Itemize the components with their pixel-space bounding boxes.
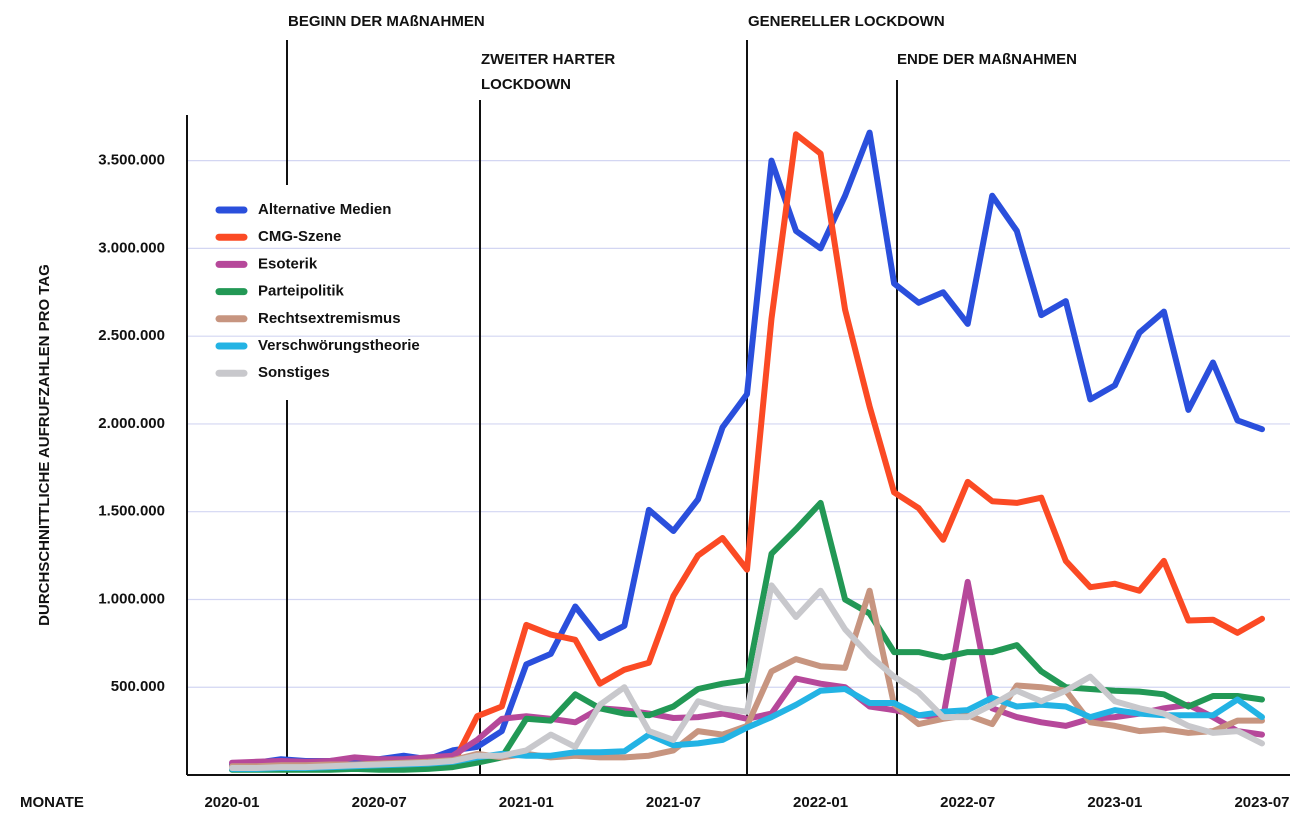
series-line bbox=[229, 582, 1265, 771]
x-tick-label: 2020-01 bbox=[204, 794, 259, 811]
x-axis-label: MONATE bbox=[20, 794, 84, 811]
legend-label: Alternative Medien bbox=[258, 201, 391, 218]
x-tick-label: 2023-01 bbox=[1087, 794, 1142, 811]
x-tick-label: 2023-07 bbox=[1234, 794, 1289, 811]
legend-label: Rechtsextremismus bbox=[258, 310, 401, 327]
legend-label: Parteipolitik bbox=[258, 283, 345, 300]
x-tick-label: 2021-07 bbox=[646, 794, 701, 811]
y-axis-label: DURCHSCHNITTLICHE AUFRUFZAHLEN PRO TAG bbox=[36, 264, 53, 626]
x-tick-label: 2022-01 bbox=[793, 794, 848, 811]
series-line bbox=[229, 499, 1265, 773]
annotation-text: BEGINN DER MAßNAHMEN bbox=[288, 13, 485, 30]
y-tick-label: 3.500.000 bbox=[98, 152, 165, 169]
y-tick-label: 1.500.000 bbox=[98, 503, 165, 520]
legend-label: Sonstiges bbox=[258, 364, 330, 381]
y-tick-label: 3.000.000 bbox=[98, 239, 165, 256]
y-tick-label: 500.000 bbox=[111, 678, 165, 695]
x-tick-label: 2021-01 bbox=[499, 794, 554, 811]
annotation-text: ENDE DER MAßNAHMEN bbox=[897, 51, 1077, 68]
y-tick-label: 2.000.000 bbox=[98, 415, 165, 432]
series-line bbox=[229, 129, 1265, 768]
y-tick-label: 2.500.000 bbox=[98, 327, 165, 344]
annotation-text: GENERELLER LOCKDOWN bbox=[748, 13, 945, 30]
y-tick-label: 1.000.000 bbox=[98, 590, 165, 607]
legend-label: Verschwörungstheorie bbox=[258, 337, 420, 354]
legend-label: CMG-Szene bbox=[258, 228, 341, 245]
legend-label: Esoterik bbox=[258, 255, 318, 272]
annotation-text: LOCKDOWN bbox=[481, 76, 571, 93]
x-tick-label: 2022-07 bbox=[940, 794, 995, 811]
x-tick-label: 2020-07 bbox=[352, 794, 407, 811]
annotation-text: ZWEITER HARTER bbox=[481, 51, 615, 68]
